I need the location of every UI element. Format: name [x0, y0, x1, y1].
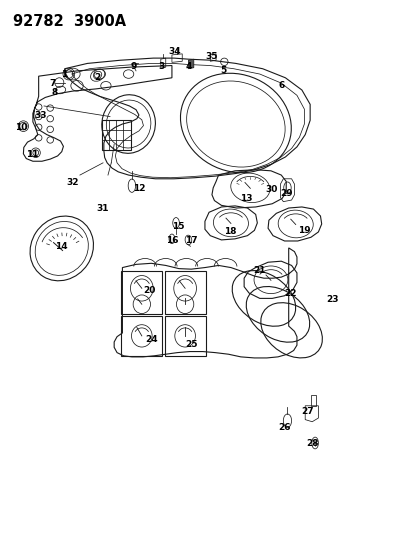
Polygon shape — [188, 59, 193, 69]
Text: 5: 5 — [220, 67, 226, 75]
Text: 2: 2 — [94, 72, 100, 82]
Text: 33: 33 — [34, 111, 46, 120]
Text: 22: 22 — [283, 288, 296, 297]
Text: 14: 14 — [55, 242, 68, 251]
Text: 16: 16 — [166, 237, 178, 246]
Bar — [102, 120, 131, 150]
Text: 31: 31 — [97, 204, 109, 213]
Text: 25: 25 — [185, 340, 197, 349]
Text: 23: 23 — [326, 295, 338, 304]
Text: 26: 26 — [278, 423, 290, 432]
Text: 34: 34 — [168, 47, 181, 55]
Text: 11: 11 — [26, 150, 39, 159]
Text: 17: 17 — [185, 237, 197, 246]
Text: 1: 1 — [62, 70, 68, 78]
Text: 4: 4 — [185, 62, 191, 71]
Bar — [164, 316, 205, 356]
Text: 7: 7 — [49, 79, 55, 88]
Text: 29: 29 — [280, 189, 293, 198]
Text: 27: 27 — [301, 407, 313, 416]
Text: 19: 19 — [297, 226, 309, 235]
Text: 35: 35 — [204, 52, 217, 61]
Text: 6: 6 — [278, 81, 284, 90]
Text: 30: 30 — [265, 185, 277, 195]
Text: 8: 8 — [51, 87, 57, 96]
Bar — [164, 271, 205, 314]
Text: 10: 10 — [15, 123, 27, 132]
Text: 13: 13 — [240, 194, 252, 203]
Text: 24: 24 — [145, 335, 157, 344]
Text: 18: 18 — [224, 228, 236, 237]
Text: 28: 28 — [306, 439, 318, 448]
Text: 9: 9 — [130, 62, 136, 71]
Text: 12: 12 — [132, 184, 145, 193]
Text: 21: 21 — [253, 266, 266, 275]
Text: 20: 20 — [143, 286, 155, 295]
Text: 92782  3900A: 92782 3900A — [13, 14, 126, 29]
Text: 32: 32 — [66, 178, 79, 187]
Text: 15: 15 — [171, 222, 184, 231]
Bar — [121, 316, 162, 356]
Bar — [121, 271, 162, 314]
Text: 3: 3 — [158, 62, 164, 71]
